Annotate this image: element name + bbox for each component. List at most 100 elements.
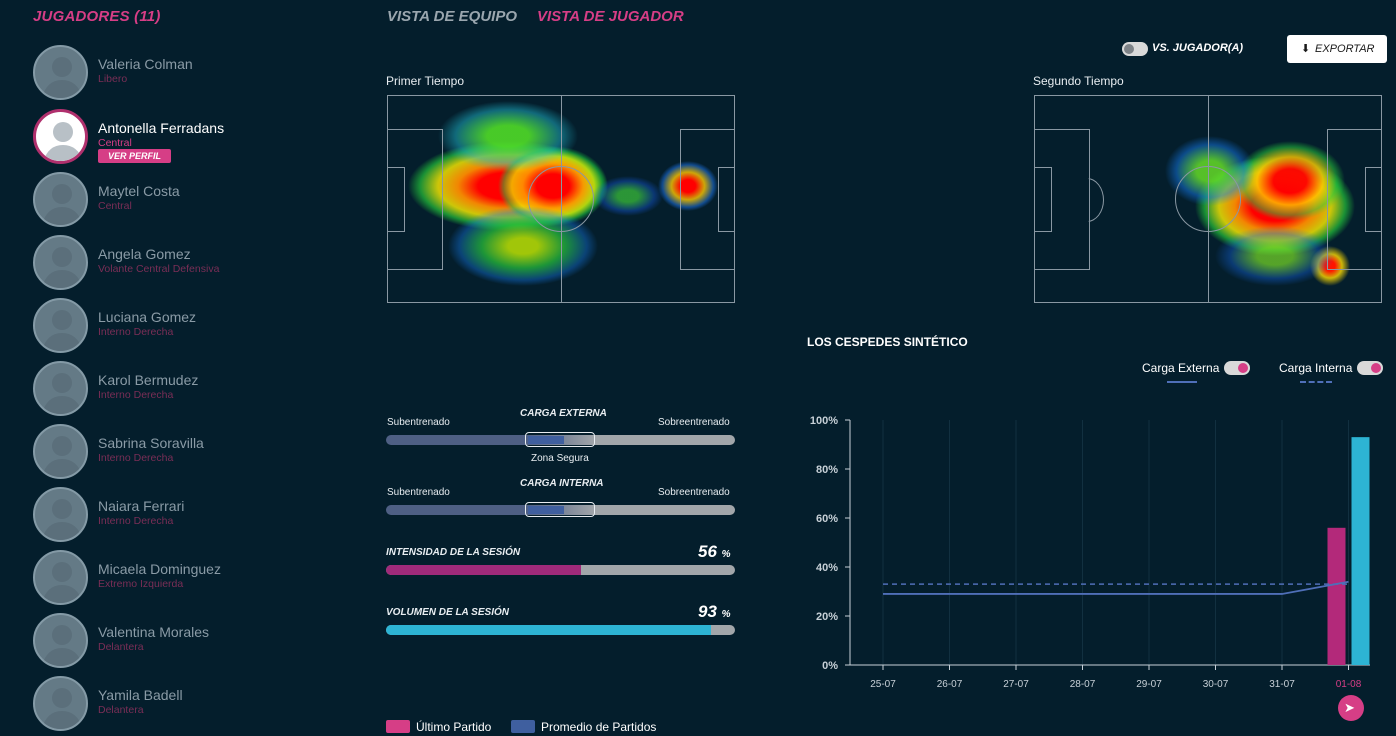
avatar [33,487,88,542]
tab-team-view[interactable]: VISTA DE EQUIPO [387,8,518,25]
bar-last-match [1327,527,1346,665]
player-role: Volante Central Defensiva [98,263,220,275]
external-safe-zone [525,432,595,447]
rocket-icon: ➤ [1344,700,1355,715]
y-tick-label: 100% [810,415,838,427]
player-name: Maytel Costa [98,183,180,199]
player-item[interactable]: Karol Bermudez Interno Derecha [33,361,333,417]
legend-last-swatch [386,720,410,733]
bar-volume [1351,437,1370,665]
player-item[interactable]: Micaela Dominguez Extremo Izquierda [33,550,333,606]
player-name: Karol Bermudez [98,372,199,388]
player-name: Luciana Gomez [98,309,197,325]
x-tick-label: 25-07 [870,679,896,690]
y-tick-label: 0% [822,660,838,672]
player-name: Valeria Colman [98,56,193,72]
player-name: Micaela Dominguez [98,561,221,577]
tab-player-view[interactable]: VISTA DE JUGADOR [537,8,684,25]
second-half-title: Segundo Tiempo [1033,74,1124,88]
avatar [33,45,88,100]
player-item[interactable]: Angela Gomez Volante Central Defensiva [33,235,333,291]
vs-player-label: VS. JUGADOR(A) [1152,42,1244,54]
x-tick-label: 31-07 [1269,679,1295,690]
y-tick-label: 80% [816,464,838,476]
player-item[interactable]: Yamila Badell Delantera [33,676,333,732]
y-tick-label: 60% [816,513,838,525]
player-item[interactable]: Antonella Ferradans Central VER PERFIL [33,109,333,165]
internal-load-toggle-label: Carga Interna [1279,361,1353,375]
player-name: Sabrina Soravilla [98,435,204,451]
player-name: Valentina Morales [98,624,210,640]
player-role: Delantera [98,641,144,653]
x-tick-label: 30-07 [1203,679,1229,690]
external-load-line [883,580,1349,595]
internal-load-toggle[interactable] [1357,361,1383,375]
player-item[interactable]: Naiara Ferrari Interno Derecha [33,487,333,543]
avatar [33,109,88,164]
view-profile-button[interactable]: VER PERFIL [98,149,172,163]
x-tick-label: 29-07 [1136,679,1162,690]
player-item[interactable]: Luciana Gomez Interno Derecha [33,298,333,354]
under-label-2: Subentrenado [387,487,450,498]
vs-player-toggle[interactable] [1122,42,1148,56]
player-role: Interno Derecha [98,326,174,338]
player-role: Interno Derecha [98,515,174,527]
volume-bar-fill [386,625,711,635]
intensity-value: 56 % [698,542,731,561]
external-load-toggle[interactable] [1224,361,1250,375]
avatar [33,676,88,731]
first-half-title: Primer Tiempo [386,74,465,88]
external-load-title: CARGA EXTERNA [520,408,607,419]
legend-avg-swatch [511,720,535,733]
load-chart: 0% 20% 40% 60% 80% 100% 25-07 26-07 27-07 28-07 29… [810,415,1370,690]
player-name: Naiara Ferrari [98,498,185,514]
first-half-heatmap [387,95,735,303]
avatar [33,550,88,605]
volume-bar-track [386,625,735,635]
volume-label: VOLUMEN DE LA SESIÓN [386,607,509,618]
legend-last-label: Último Partido [416,720,492,734]
rocket-fab[interactable]: ➤ [1338,695,1364,721]
export-button[interactable]: ⬇ EXPORTAR [1287,35,1387,63]
over-label-2: Sobreentrenado [658,487,730,498]
intensity-bar-fill [386,565,582,575]
chart-title: LOS CESPEDES SINTÉTICO [807,335,968,349]
player-name: Angela Gomez [98,246,191,262]
intensity-bar-track [386,565,735,575]
player-name: Yamila Badell [98,687,183,703]
x-tick-label: 26-07 [937,679,963,690]
internal-load-title: CARGA INTERNA [520,478,604,489]
internal-safe-zone [525,502,595,517]
player-role: Interno Derecha [98,452,174,464]
external-load-toggle-label: Carga Externa [1142,361,1220,375]
player-role: Central [98,137,132,149]
player-name: Antonella Ferradans [98,120,225,136]
player-item[interactable]: Valeria Colman Libero [33,45,333,101]
y-tick-label: 40% [816,562,838,574]
external-line-key [1167,381,1197,383]
player-role: Central [98,200,132,212]
internal-line-key [1300,381,1332,383]
y-tick-label: 20% [816,611,838,623]
download-icon: ⬇ [1301,43,1311,55]
over-label-1: Sobreentrenado [658,417,730,428]
player-role: Interno Derecha [98,389,174,401]
avatar [33,298,88,353]
avatar [33,424,88,479]
under-label-1: Subentrenado [387,417,450,428]
x-tick-label: 28-07 [1070,679,1096,690]
x-tick-label: 01-08 [1336,679,1362,690]
avatar [33,361,88,416]
volume-value: 93 % [698,602,731,621]
avatar [33,172,88,227]
intensity-label: INTENSIDAD DE LA SESIÓN [386,547,521,558]
player-role: Libero [98,73,128,85]
player-item[interactable]: Sabrina Soravilla Interno Derecha [33,424,333,480]
legend-avg-label: Promedio de Partidos [541,720,657,734]
player-item[interactable]: Valentina Morales Delantera [33,613,333,669]
player-role: Extremo Izquierda [98,578,184,590]
player-item[interactable]: Maytel Costa Central [33,172,333,228]
avatar [33,613,88,668]
safe-zone-label: Zona Segura [531,453,589,464]
x-tick-label: 27-07 [1003,679,1029,690]
